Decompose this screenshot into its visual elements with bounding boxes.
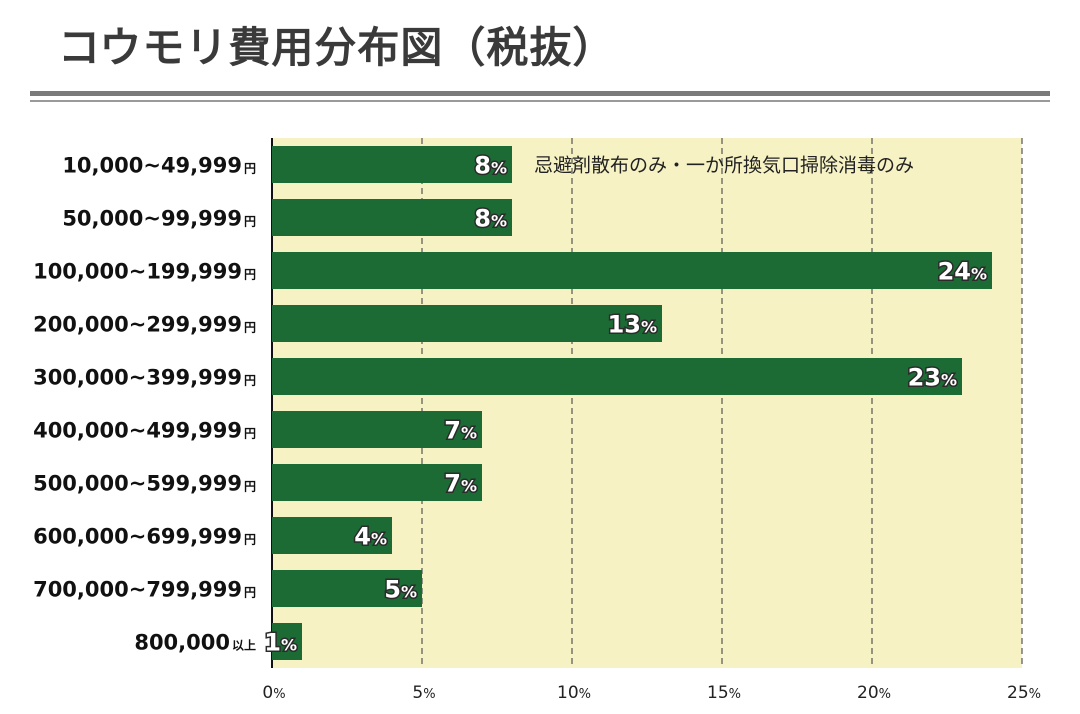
- category-label: 700,000~799,999 円: [33, 578, 256, 602]
- category-label: 10,000~49,999 円: [62, 154, 256, 178]
- x-tick-label: 15%: [707, 683, 741, 703]
- annotation: 忌避剤散布のみ・一か所換気口掃除消毒のみ: [534, 155, 914, 177]
- bar-value-label: 8%: [474, 152, 507, 180]
- category-label: 300,000~399,999 円: [33, 366, 256, 390]
- category-label: 200,000~299,999 円: [33, 313, 256, 337]
- category-label: 600,000~699,999 円: [33, 525, 256, 549]
- chart-title: コウモリ費用分布図（税抜）: [58, 23, 616, 72]
- x-tick-label: 25%: [1007, 683, 1041, 703]
- bar: [272, 146, 512, 183]
- category-label: 800,000 以上: [134, 631, 256, 655]
- category-label: 500,000~599,999 円: [33, 472, 256, 496]
- bar-value-label: 8%: [474, 205, 507, 233]
- x-tick-label: 5%: [412, 683, 435, 703]
- bar: [272, 517, 392, 554]
- category-label: 100,000~199,999 円: [33, 260, 256, 284]
- title-rule-thick: [30, 91, 1050, 96]
- category-label: 400,000~499,999 円: [33, 419, 256, 443]
- title-rule-thin: [30, 100, 1050, 102]
- bar: [272, 411, 482, 448]
- bar: [272, 305, 662, 342]
- bar: [272, 623, 302, 660]
- bar-value-label: 13%: [608, 311, 657, 339]
- bar: [272, 464, 482, 501]
- category-label: 50,000~99,999 円: [62, 207, 256, 231]
- bar: [272, 199, 512, 236]
- x-tick-label: 0%: [262, 683, 285, 703]
- x-tick-label: 10%: [557, 683, 591, 703]
- bar: [272, 358, 962, 395]
- x-tick-label: 20%: [857, 683, 891, 703]
- bar: [272, 252, 992, 289]
- bar: [272, 570, 422, 607]
